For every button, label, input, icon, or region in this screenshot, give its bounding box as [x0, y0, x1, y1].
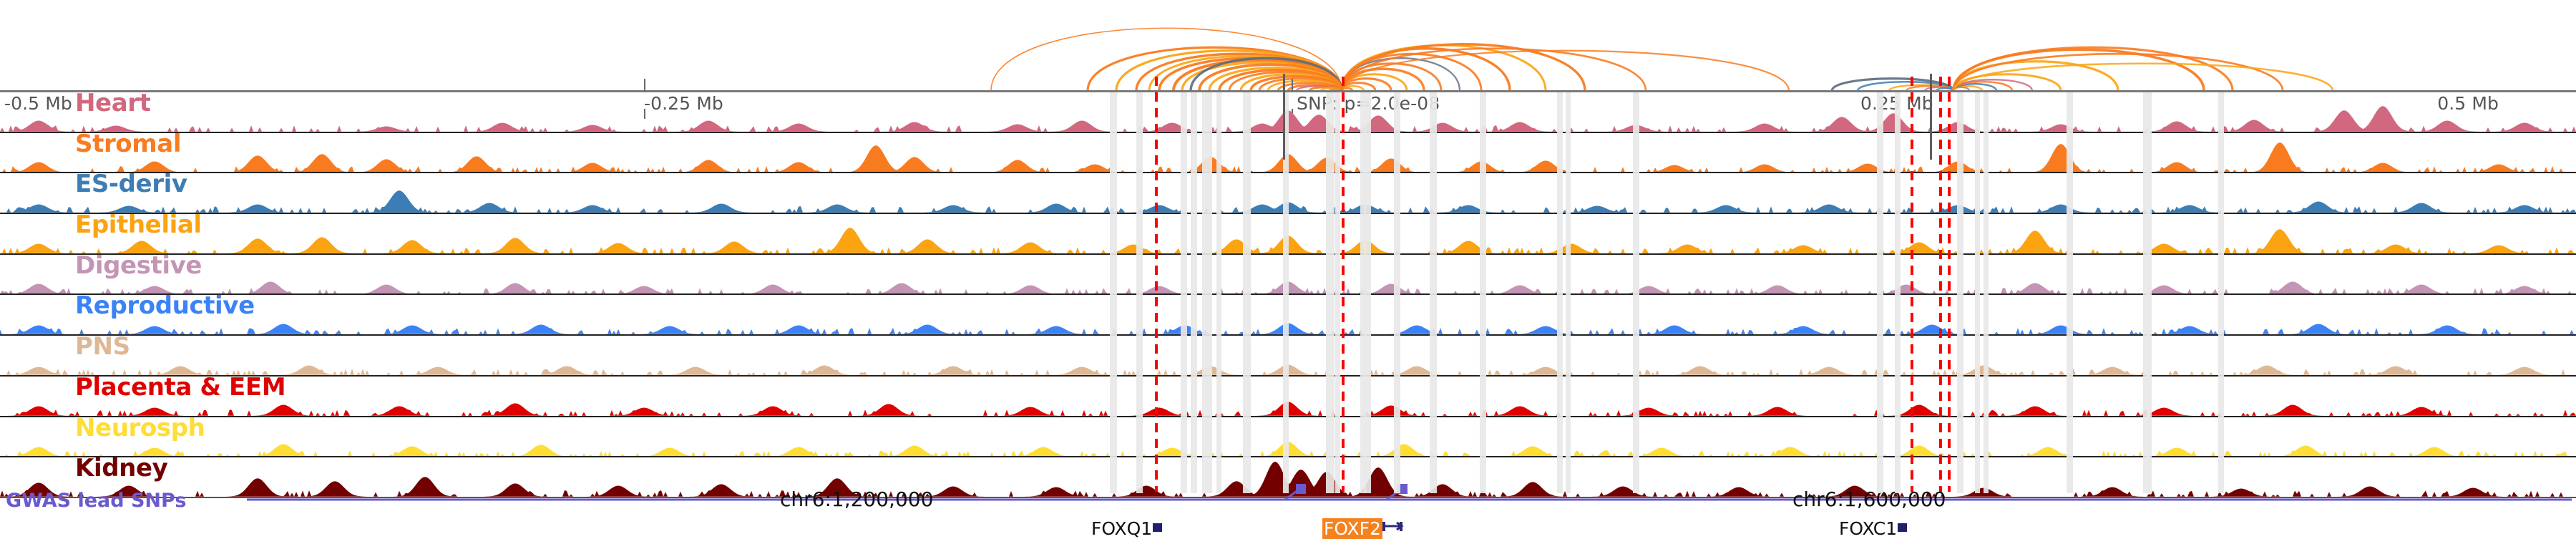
track-label: Kidney — [75, 457, 168, 483]
gene-label-foxq1[interactable]: FOXQ1 — [1091, 517, 1163, 539]
track-label: Neurosph — [75, 417, 205, 442]
axis-label-0: -0.5 Mb — [4, 93, 72, 114]
axis-tick-1 — [1292, 79, 1293, 92]
track-signal — [0, 441, 2576, 457]
track-signal — [0, 142, 2576, 173]
gwas-lead-snps-label: GWAS lead SNPs — [6, 490, 187, 512]
track-label: ES-deriv — [75, 173, 187, 199]
track-pns[interactable]: PNS — [0, 336, 2576, 377]
annotation-panel: GWAS lead SNPs FOXQ1 FOXF2 FOXC1 chr6:1,20… — [0, 484, 2576, 539]
track-es-deriv[interactable]: ES-deriv — [0, 173, 2576, 215]
gene-label-foxf2[interactable]: FOXF2 — [1322, 517, 1404, 539]
axis-tick-2 — [1930, 79, 1931, 92]
axis-tick-0 — [644, 79, 645, 92]
interaction-arc — [1340, 47, 1647, 92]
axis-tick-lower-0 — [644, 109, 645, 119]
interaction-arc — [1189, 57, 1343, 92]
signal-tracks: Heart Stromal ES-deriv Epithelial Digestive R… — [0, 92, 2576, 498]
gwas-lead-snp-marker[interactable] — [1397, 484, 1407, 494]
arc-svg — [990, 27, 2334, 92]
interaction-arc — [1952, 46, 2234, 92]
gene-label-foxc1[interactable]: FOXC1 — [1839, 517, 1908, 539]
gwas-lead-snps-track[interactable] — [0, 484, 2576, 514]
gene-name: FOXC1 — [1839, 518, 1898, 539]
interaction-arcs-panel — [0, 0, 2576, 92]
genomic-axis-line — [0, 90, 2576, 92]
gwas-lead-snp-marker[interactable] — [1296, 484, 1306, 494]
track-label: Digestive — [75, 254, 203, 280]
track-epithelial[interactable]: Epithelial — [0, 214, 2576, 255]
gene-body-icon — [1152, 517, 1163, 538]
gene-body-icon — [1897, 517, 1908, 538]
track-signal — [0, 364, 2576, 375]
interaction-arc — [990, 27, 1342, 92]
track-placenta-eem[interactable]: Placenta & EEM — [0, 377, 2576, 417]
track-signal — [0, 106, 2576, 132]
track-signal — [0, 402, 2576, 416]
interaction-arc — [1952, 62, 2334, 92]
coordinate-label-0: chr6:1,200,000 — [780, 487, 934, 511]
gene-strand-arrow-icon — [1382, 517, 1404, 538]
axis-label-1: -0.25 Mb — [644, 93, 723, 114]
track-label: Stromal — [75, 132, 182, 158]
track-digestive[interactable]: Digestive — [0, 255, 2576, 296]
interaction-arc — [1340, 49, 1790, 92]
track-label: Reproductive — [75, 295, 255, 321]
track-reproductive[interactable]: Reproductive — [0, 295, 2576, 336]
interaction-arc — [1340, 43, 1586, 92]
track-label: Heart — [75, 92, 151, 117]
track-label: PNS — [75, 336, 130, 361]
track-neurosph[interactable]: Neurosph — [0, 417, 2576, 458]
track-stromal[interactable]: Stromal — [0, 133, 2576, 174]
gene-name: FOXQ1 — [1091, 518, 1153, 539]
track-label: Epithelial — [75, 214, 202, 240]
interaction-arc — [1952, 52, 2284, 92]
coordinate-label-1: chr6:1,600,000 — [1792, 487, 1946, 511]
track-heart[interactable]: Heart — [0, 92, 2576, 133]
track-signal — [0, 228, 2576, 253]
axis-label-4: 0.5 Mb — [2437, 93, 2499, 114]
gene-name: FOXF2 — [1322, 518, 1382, 539]
track-signal — [0, 190, 2576, 213]
track-signal — [0, 323, 2576, 335]
track-signal — [0, 281, 2576, 294]
track-label: Placenta & EEM — [75, 376, 286, 402]
